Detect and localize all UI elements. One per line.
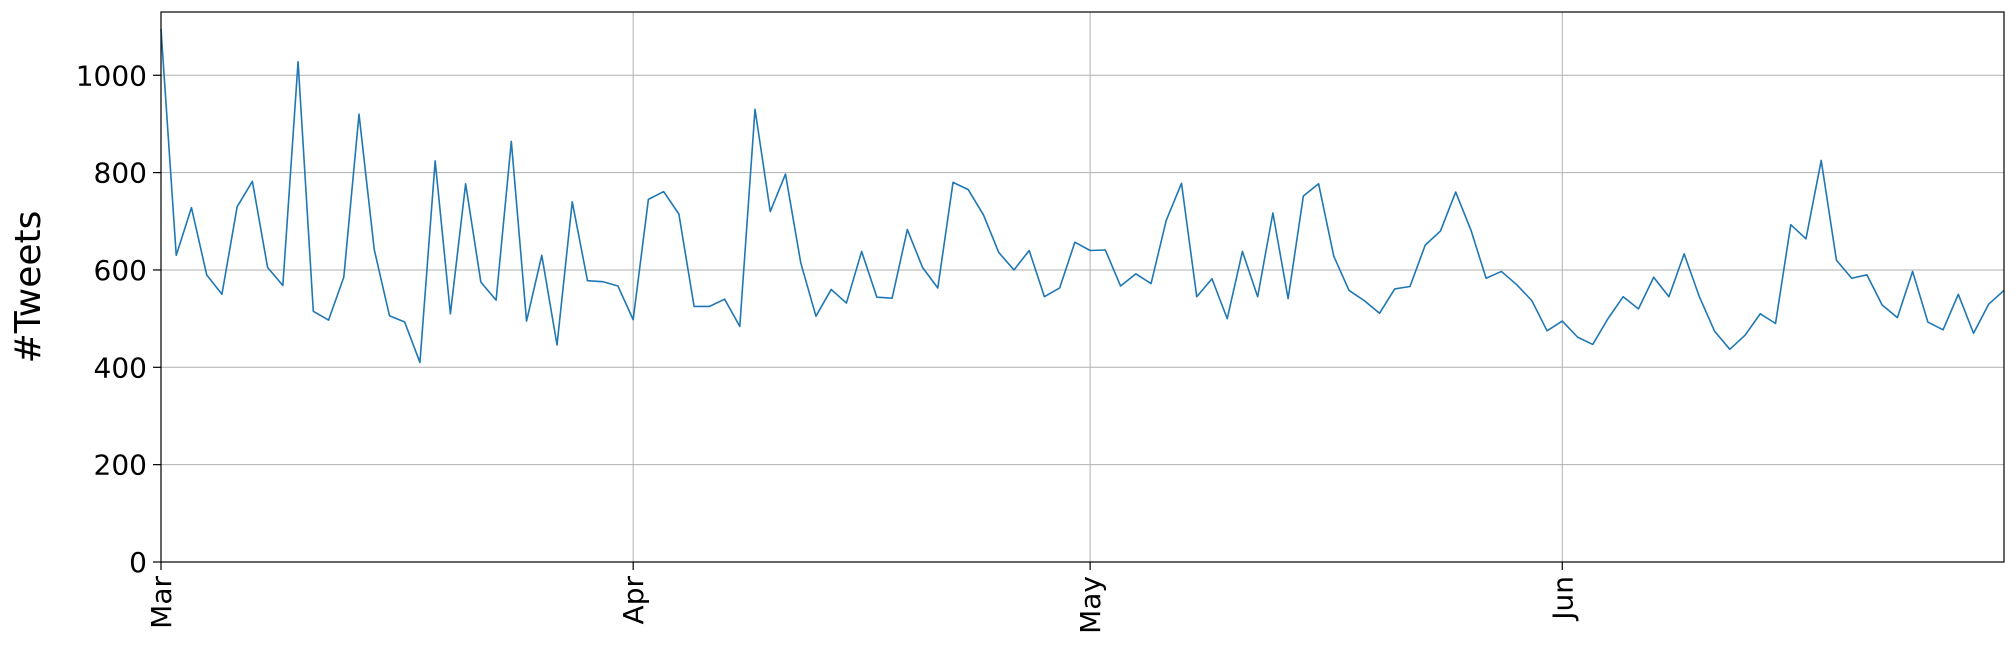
y-tick-label: 0 xyxy=(129,546,147,579)
y-tick-label: 600 xyxy=(94,254,147,287)
x-tick-label: Apr xyxy=(617,576,650,625)
x-axis: Mar Apr May Jun xyxy=(145,562,1579,634)
y-tick-label: 1000 xyxy=(76,59,147,92)
y-axis-title: #Tweets xyxy=(8,211,49,364)
y-axis: 0 200 400 600 800 1000 xyxy=(76,59,161,579)
y-tick-label: 400 xyxy=(94,351,147,384)
series-line-tweets xyxy=(160,28,2005,364)
y-tick-label: 200 xyxy=(94,449,147,482)
plot-frame xyxy=(160,11,2005,563)
grid-lines xyxy=(160,12,2004,563)
x-tick-label: May xyxy=(1074,576,1107,634)
x-tick-label: Mar xyxy=(145,576,178,629)
x-tick-label: Jun xyxy=(1546,576,1579,622)
y-tick-label: 800 xyxy=(94,157,147,190)
